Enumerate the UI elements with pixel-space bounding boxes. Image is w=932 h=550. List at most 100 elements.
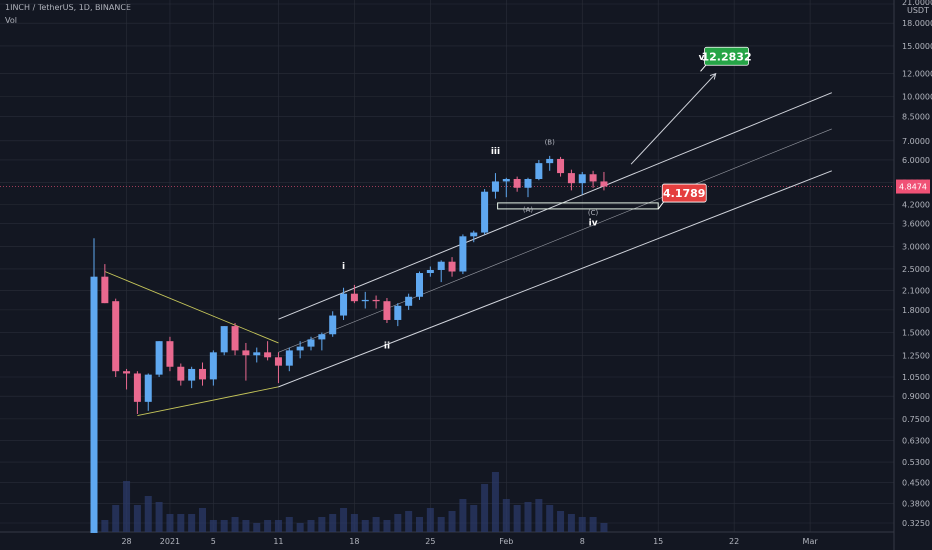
support-zone-box xyxy=(497,202,659,210)
candle-body xyxy=(264,352,272,358)
wedge-lower-line xyxy=(137,386,279,417)
candle-body xyxy=(307,339,315,347)
price-axis-label: 18.0000 xyxy=(902,19,932,28)
volume-bar xyxy=(405,511,413,532)
volume-indicator-label: Vol xyxy=(5,16,17,25)
wave-label: v xyxy=(699,53,705,63)
candle-body xyxy=(144,374,152,402)
volume-bar xyxy=(491,472,499,532)
projection-arrow-head xyxy=(709,72,717,80)
candle-body xyxy=(437,261,445,270)
volume-bar xyxy=(253,523,261,532)
volume-bar xyxy=(589,517,597,532)
symbol-title: 1INCH / TetherUS, 1D, BINANCE xyxy=(5,3,131,12)
price-axis-label: 1.0500 xyxy=(902,373,930,382)
candle-body xyxy=(535,163,543,179)
candle-body xyxy=(416,273,423,297)
time-axis-label: 15 xyxy=(653,537,663,546)
candle-body xyxy=(209,352,217,380)
candle-body xyxy=(546,158,554,164)
candle-body xyxy=(481,191,489,233)
candle-body xyxy=(589,174,597,182)
time-axis-label: 2021 xyxy=(160,537,180,546)
candle-body xyxy=(296,346,304,351)
target-down-label-box xyxy=(661,183,707,203)
volume-bar xyxy=(101,520,109,532)
candle-body xyxy=(372,299,380,302)
volume-bar xyxy=(188,514,196,532)
wave-label: (C) xyxy=(588,209,599,217)
volume-bar xyxy=(307,520,315,532)
candle-body xyxy=(101,276,109,304)
candle-body xyxy=(578,174,586,184)
volume-bar xyxy=(600,523,608,532)
volume-bar xyxy=(448,511,456,532)
wave-label: iii xyxy=(491,147,500,157)
candle-body xyxy=(350,293,358,302)
candle-body xyxy=(166,341,174,367)
price-axis-label: 4.2000 xyxy=(902,200,930,209)
candle-body xyxy=(491,181,499,192)
target-up-label-box xyxy=(704,46,749,66)
candle-body xyxy=(567,173,575,184)
volume-bar xyxy=(578,517,586,532)
time-axis-label: 25 xyxy=(425,537,435,546)
volume-bar xyxy=(513,505,521,532)
price-axis-label: 6.0000 xyxy=(902,156,930,165)
candle-body xyxy=(524,178,532,188)
time-axis-label: Mar xyxy=(803,537,819,546)
price-axis-label: 0.3800 xyxy=(902,500,930,509)
volume-bar xyxy=(329,514,337,532)
channel-lower-line xyxy=(278,170,832,388)
volume-bar xyxy=(470,505,478,532)
volume-bar xyxy=(481,484,489,532)
price-axis-label: 12.0000 xyxy=(902,70,932,79)
time-axis-label: 11 xyxy=(273,537,283,546)
volume-bar xyxy=(318,517,326,532)
candle-body xyxy=(448,261,456,272)
price-axis-label: 10.0000 xyxy=(902,92,932,101)
candle-body xyxy=(112,301,120,372)
volume-bar xyxy=(502,499,510,532)
candle-body xyxy=(600,181,608,187)
projection-arrow-line xyxy=(630,73,717,165)
wave-label: iv xyxy=(589,218,598,228)
candle-body xyxy=(340,293,348,316)
candle-body xyxy=(253,352,261,356)
volume-bar xyxy=(361,520,369,532)
volume-bar xyxy=(437,517,445,532)
price-axis-unit: USDT xyxy=(907,6,929,15)
volume-bar xyxy=(209,520,217,532)
price-axis-label: 21.0000 xyxy=(902,0,932,7)
candle-body xyxy=(220,326,228,353)
channel-mid-line xyxy=(278,128,832,353)
price-axis-label: 1.2500 xyxy=(902,351,930,360)
volume-bar xyxy=(155,502,163,532)
volume-bar xyxy=(274,520,282,532)
price-axis-label: 0.5300 xyxy=(902,458,930,467)
candle-body xyxy=(383,301,391,320)
time-axis-label: Feb xyxy=(499,537,513,546)
time-axis-label: 18 xyxy=(349,537,359,546)
volume-bar xyxy=(394,514,402,532)
channel-upper-line xyxy=(278,92,832,320)
time-axis-label: 28 xyxy=(121,537,131,546)
volume-bar xyxy=(285,517,293,532)
price-axis-label: 8.5000 xyxy=(902,113,930,122)
candle-body xyxy=(470,232,478,237)
candle-body xyxy=(155,341,163,375)
price-axis-label: 2.1000 xyxy=(902,287,930,296)
price-axis-label: 0.6300 xyxy=(902,437,930,446)
wave-label: i xyxy=(342,262,345,272)
target-down-label-value: 4.1789 xyxy=(663,187,705,200)
current-price-value: 4.8474 xyxy=(899,183,927,192)
volume-bar xyxy=(416,517,423,532)
volume-bar xyxy=(459,499,467,532)
price-axis-label: 3.6000 xyxy=(902,220,930,229)
candle-body xyxy=(318,334,326,340)
candle-body xyxy=(242,350,250,356)
volume-bar xyxy=(220,520,228,532)
price-axis-label: 0.4500 xyxy=(902,478,930,487)
